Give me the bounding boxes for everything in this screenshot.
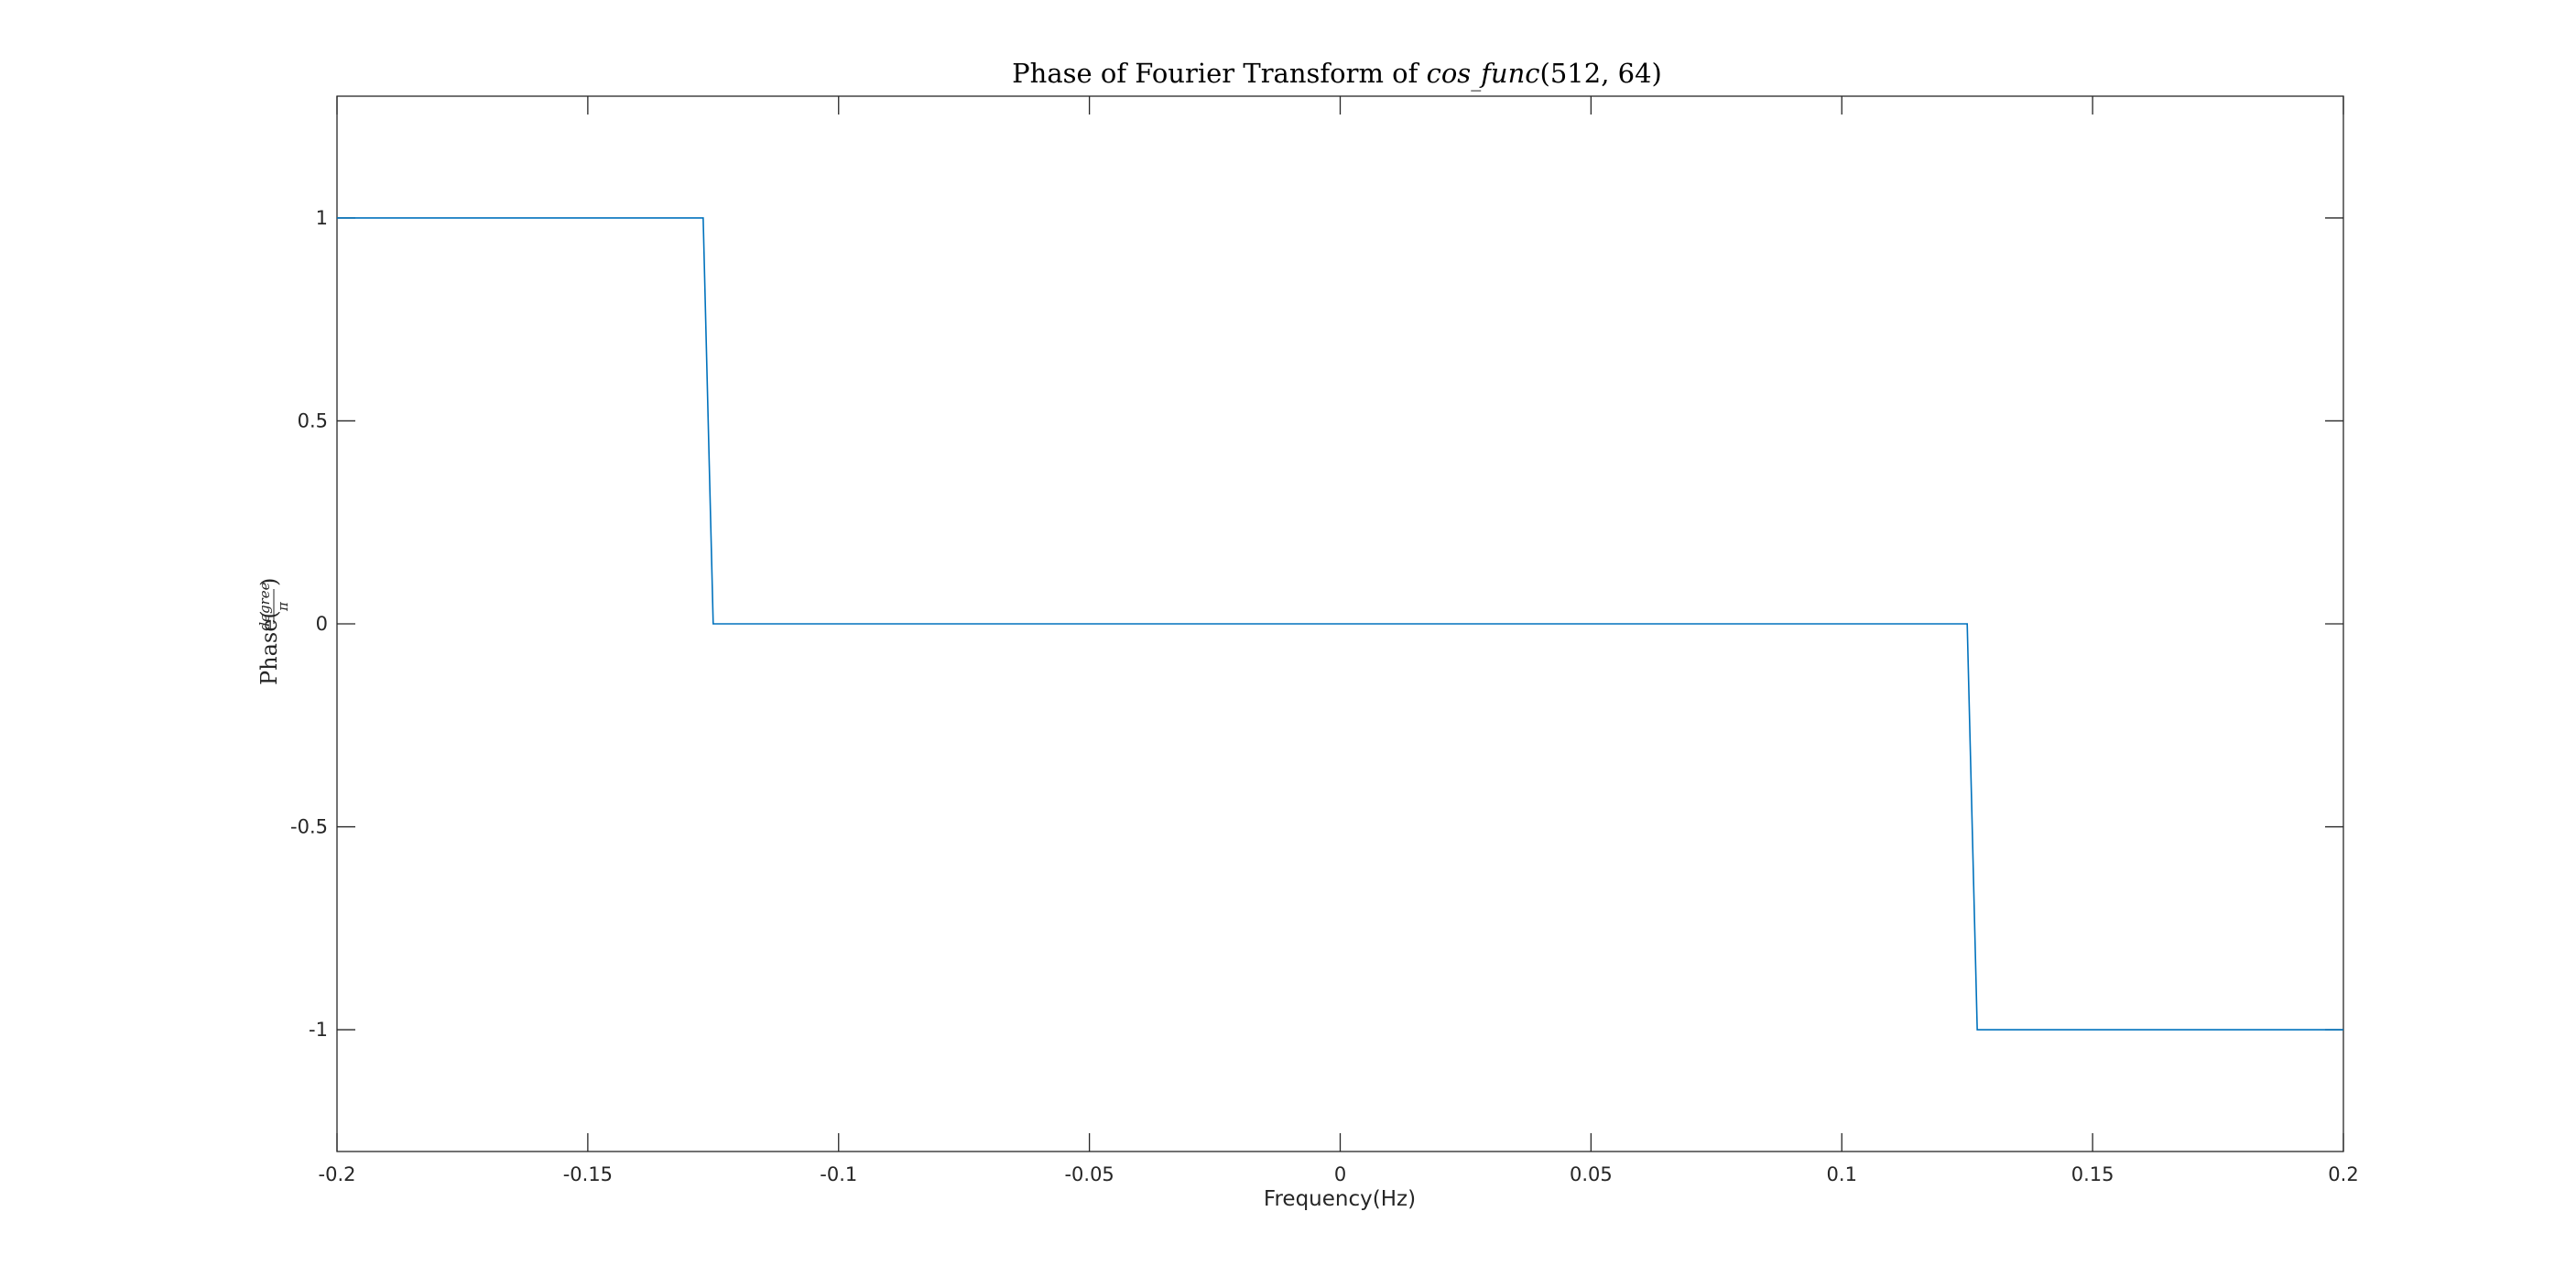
x-ticks: -0.2 -0.15 -0.1 -0.05 0 0.05 0.1 0.15 0.2 [319, 96, 2359, 1185]
x-tick-label: -0.05 [1064, 1163, 1114, 1185]
x-tick-label: 0.2 [2328, 1163, 2358, 1185]
y-axis-label-denominator: π [275, 601, 291, 612]
x-axis-label: Frequency(Hz) [1264, 1187, 1416, 1211]
plot-axes: -0.2 -0.15 -0.1 -0.05 0 0.05 0.1 0.15 0.2 -1 -0.5… [290, 95, 2359, 1185]
x-tick-label: -0.1 [820, 1163, 857, 1185]
chart-title-func-a: cos [1427, 58, 1472, 89]
series-line-0 [337, 217, 2343, 1031]
y-ticks: -1 -0.5 0 0.5 1 [290, 207, 2343, 1041]
chart-title: Phase of Fourier Transform of cos_func(5… [1012, 58, 1662, 92]
y-axis-label: Phase( degree π ) [256, 578, 291, 685]
chart-title-prefix: Phase of Fourier Transform of [1012, 58, 1426, 89]
x-tick-label: -0.15 [563, 1163, 613, 1185]
y-axis-label-suffix: ) [256, 578, 282, 586]
chart-title-args: (512, 64) [1540, 58, 1662, 89]
x-tick-label: 0 [1334, 1163, 1346, 1185]
x-tick-label: -0.2 [319, 1163, 356, 1185]
y-tick-label: 0.5 [298, 409, 328, 431]
series-layer [337, 217, 2343, 1031]
chart-title-func-sep: _ [1471, 69, 1481, 92]
y-tick-label: 1 [316, 207, 328, 229]
x-tick-label: 0.05 [1570, 1163, 1613, 1185]
y-tick-label: -0.5 [290, 816, 328, 838]
y-tick-label: -1 [309, 1019, 328, 1041]
x-tick-label: 0.1 [1827, 1163, 1857, 1185]
chart-title-func-b: func [1479, 58, 1539, 89]
y-tick-label: 0 [316, 613, 328, 635]
y-axis-label-prefix: Phase( [256, 610, 282, 685]
y-axis-label-numerator: degree [256, 582, 273, 630]
x-tick-label: 0.15 [2071, 1163, 2114, 1185]
